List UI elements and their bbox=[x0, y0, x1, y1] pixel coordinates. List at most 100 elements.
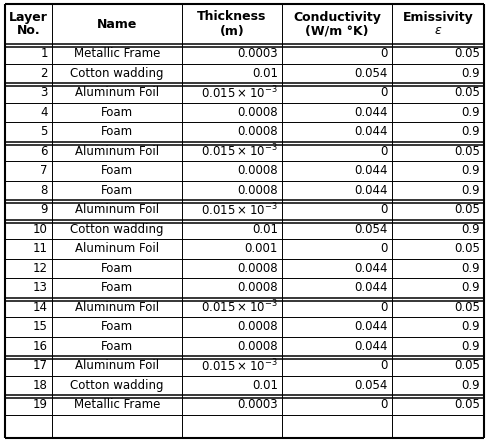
Text: 0.0008: 0.0008 bbox=[238, 340, 278, 353]
Text: 0.044: 0.044 bbox=[354, 340, 388, 353]
Text: Emissivity: Emissivity bbox=[403, 11, 474, 23]
Text: 10: 10 bbox=[33, 223, 48, 236]
Text: 0.044: 0.044 bbox=[354, 281, 388, 294]
Text: 7: 7 bbox=[40, 164, 48, 177]
Text: $0.015 \times 10^{-3}$: $0.015 \times 10^{-3}$ bbox=[202, 358, 278, 374]
Text: 0: 0 bbox=[381, 47, 388, 60]
Text: Aluminum Foil: Aluminum Foil bbox=[75, 359, 159, 372]
Text: 13: 13 bbox=[33, 281, 48, 294]
Text: 0.9: 0.9 bbox=[462, 379, 480, 392]
Text: Aluminum Foil: Aluminum Foil bbox=[75, 86, 159, 99]
Text: 0: 0 bbox=[381, 398, 388, 411]
Text: 0: 0 bbox=[381, 301, 388, 314]
Text: 0.0003: 0.0003 bbox=[238, 47, 278, 60]
Text: 0: 0 bbox=[381, 242, 388, 255]
Text: 0.0003: 0.0003 bbox=[238, 398, 278, 411]
Text: Foam: Foam bbox=[101, 320, 133, 333]
Text: Metallic Frame: Metallic Frame bbox=[74, 398, 160, 411]
Text: 0.9: 0.9 bbox=[462, 320, 480, 333]
Text: 0: 0 bbox=[381, 145, 388, 158]
Text: 0.0008: 0.0008 bbox=[238, 262, 278, 275]
Text: Foam: Foam bbox=[101, 106, 133, 119]
Text: 0.0008: 0.0008 bbox=[238, 106, 278, 119]
Text: Foam: Foam bbox=[101, 340, 133, 353]
Text: 17: 17 bbox=[33, 359, 48, 372]
Text: 0: 0 bbox=[381, 359, 388, 372]
Text: 0.044: 0.044 bbox=[354, 106, 388, 119]
Text: 6: 6 bbox=[40, 145, 48, 158]
Text: 9: 9 bbox=[40, 203, 48, 216]
Text: 0.9: 0.9 bbox=[462, 125, 480, 138]
Text: $0.015 \times 10^{-3}$: $0.015 \times 10^{-3}$ bbox=[202, 299, 278, 316]
Text: 0.01: 0.01 bbox=[252, 223, 278, 236]
Text: Aluminum Foil: Aluminum Foil bbox=[75, 145, 159, 158]
Text: 0.05: 0.05 bbox=[454, 47, 480, 60]
Text: 0.044: 0.044 bbox=[354, 164, 388, 177]
Text: Metallic Frame: Metallic Frame bbox=[74, 47, 160, 60]
Text: 8: 8 bbox=[40, 184, 48, 197]
Text: 0.044: 0.044 bbox=[354, 184, 388, 197]
Text: 0.044: 0.044 bbox=[354, 320, 388, 333]
Text: 0.9: 0.9 bbox=[462, 184, 480, 197]
Text: 19: 19 bbox=[33, 398, 48, 411]
Text: 0: 0 bbox=[381, 203, 388, 216]
Text: Aluminum Foil: Aluminum Foil bbox=[75, 203, 159, 216]
Text: (m): (m) bbox=[220, 24, 245, 38]
Text: $0.015 \times 10^{-3}$: $0.015 \times 10^{-3}$ bbox=[202, 84, 278, 101]
Text: $0.015 \times 10^{-3}$: $0.015 \times 10^{-3}$ bbox=[202, 202, 278, 218]
Text: Foam: Foam bbox=[101, 125, 133, 138]
Text: 0.0008: 0.0008 bbox=[238, 125, 278, 138]
Text: Thickness: Thickness bbox=[197, 11, 266, 23]
Text: $\epsilon$: $\epsilon$ bbox=[434, 24, 442, 38]
Text: 14: 14 bbox=[33, 301, 48, 314]
Text: 0.0008: 0.0008 bbox=[238, 184, 278, 197]
Text: 0: 0 bbox=[381, 86, 388, 99]
Text: $0.015 \times 10^{-3}$: $0.015 \times 10^{-3}$ bbox=[202, 143, 278, 160]
Text: 4: 4 bbox=[40, 106, 48, 119]
Text: 0.0008: 0.0008 bbox=[238, 320, 278, 333]
Text: 0.9: 0.9 bbox=[462, 262, 480, 275]
Text: Foam: Foam bbox=[101, 262, 133, 275]
Text: 16: 16 bbox=[33, 340, 48, 353]
Text: 0.05: 0.05 bbox=[454, 398, 480, 411]
Text: No.: No. bbox=[16, 24, 40, 38]
Text: 0.0008: 0.0008 bbox=[238, 164, 278, 177]
Text: 2: 2 bbox=[40, 67, 48, 80]
Text: 0.05: 0.05 bbox=[454, 203, 480, 216]
Text: 0.044: 0.044 bbox=[354, 262, 388, 275]
Text: 15: 15 bbox=[33, 320, 48, 333]
Text: 1: 1 bbox=[40, 47, 48, 60]
Text: 0.9: 0.9 bbox=[462, 164, 480, 177]
Text: 0.05: 0.05 bbox=[454, 86, 480, 99]
Text: 0.054: 0.054 bbox=[355, 67, 388, 80]
Text: Name: Name bbox=[97, 18, 137, 30]
Text: 0.9: 0.9 bbox=[462, 223, 480, 236]
Text: Foam: Foam bbox=[101, 281, 133, 294]
Text: 0.9: 0.9 bbox=[462, 67, 480, 80]
Text: Cotton wadding: Cotton wadding bbox=[70, 379, 164, 392]
Text: 0.0008: 0.0008 bbox=[238, 281, 278, 294]
Text: Aluminum Foil: Aluminum Foil bbox=[75, 242, 159, 255]
Text: Conductivity: Conductivity bbox=[293, 11, 381, 23]
Text: 5: 5 bbox=[40, 125, 48, 138]
Text: 3: 3 bbox=[40, 86, 48, 99]
Text: 0.01: 0.01 bbox=[252, 67, 278, 80]
Text: 0.05: 0.05 bbox=[454, 301, 480, 314]
Text: 0.9: 0.9 bbox=[462, 340, 480, 353]
Text: 0.05: 0.05 bbox=[454, 359, 480, 372]
Text: 0.01: 0.01 bbox=[252, 379, 278, 392]
Text: 0.9: 0.9 bbox=[462, 106, 480, 119]
Text: 18: 18 bbox=[33, 379, 48, 392]
Text: Layer: Layer bbox=[9, 11, 48, 23]
Text: Foam: Foam bbox=[101, 184, 133, 197]
Text: (W/m °K): (W/m °K) bbox=[305, 24, 369, 38]
Text: 11: 11 bbox=[33, 242, 48, 255]
Text: 0.05: 0.05 bbox=[454, 145, 480, 158]
Text: 0.001: 0.001 bbox=[245, 242, 278, 255]
Text: Cotton wadding: Cotton wadding bbox=[70, 67, 164, 80]
Text: 0.054: 0.054 bbox=[355, 379, 388, 392]
Text: Foam: Foam bbox=[101, 164, 133, 177]
Text: 0.054: 0.054 bbox=[355, 223, 388, 236]
Text: 0.05: 0.05 bbox=[454, 242, 480, 255]
Text: 0.044: 0.044 bbox=[354, 125, 388, 138]
